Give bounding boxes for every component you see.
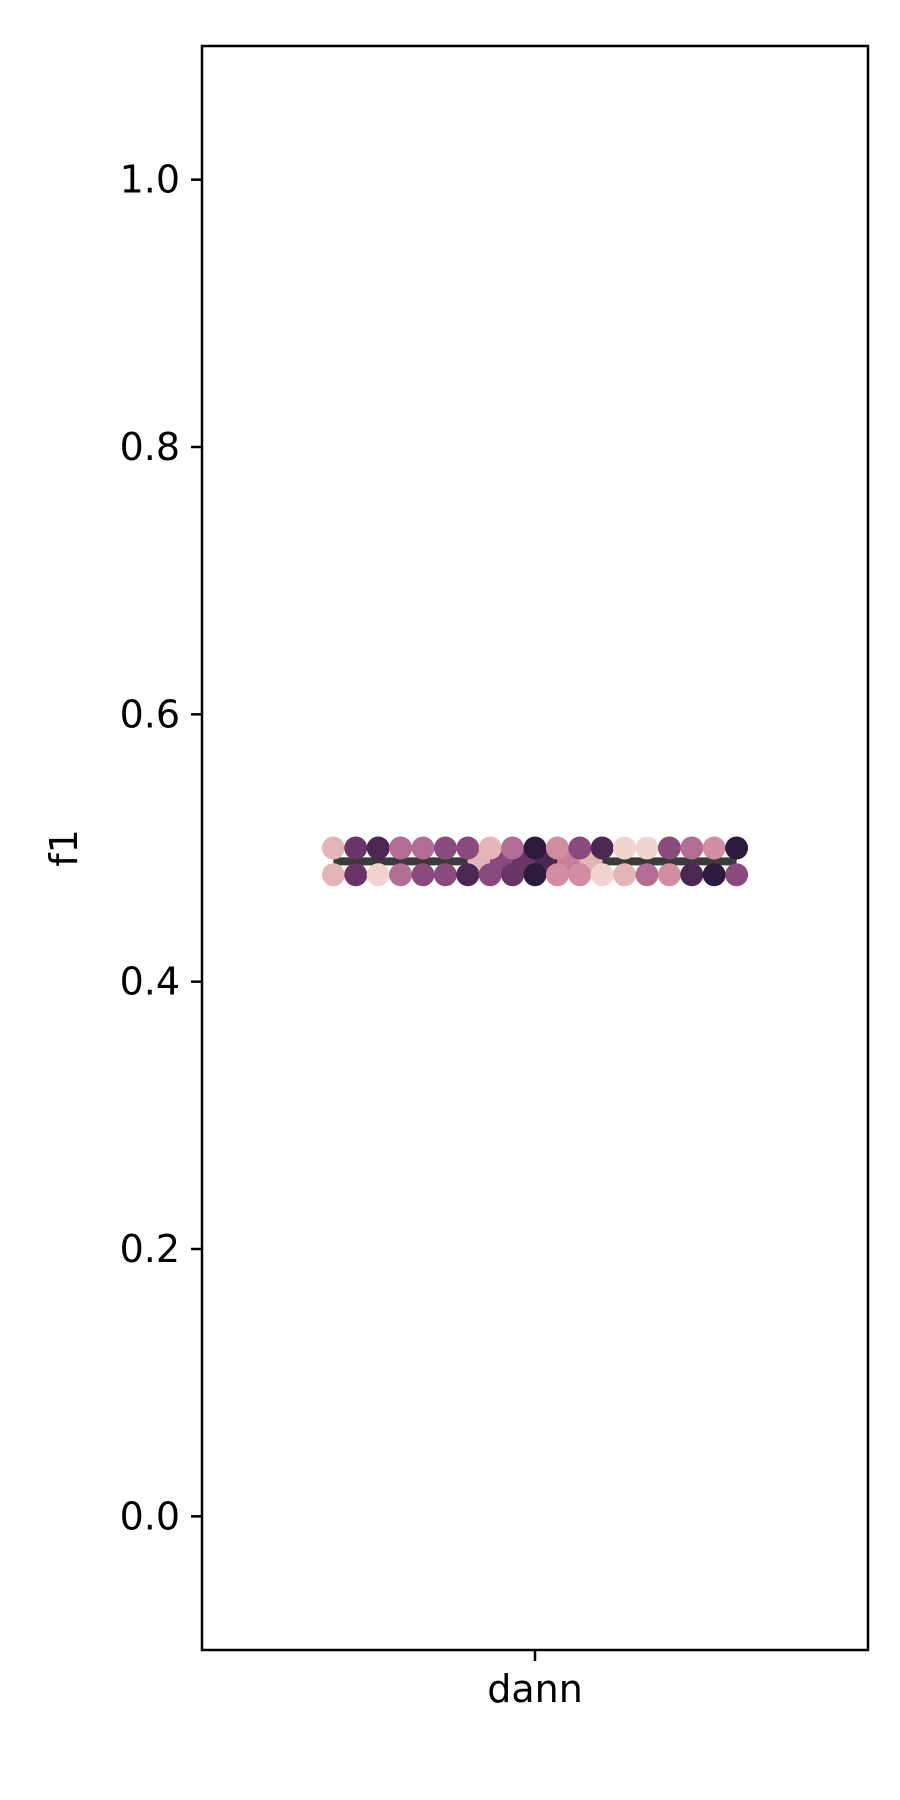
data-point (366, 836, 390, 860)
data-point (389, 863, 413, 887)
data-point (725, 863, 749, 887)
data-point (590, 863, 614, 887)
data-point (321, 863, 345, 887)
data-point (523, 863, 547, 887)
data-point (545, 863, 569, 887)
data-point (501, 836, 525, 860)
data-point (725, 836, 749, 860)
data-point (478, 863, 502, 887)
data-point (568, 836, 592, 860)
y-tick-label: 0.8 (120, 425, 180, 469)
data-point (635, 836, 659, 860)
data-point (478, 836, 502, 860)
x-tick-label: dann (487, 1667, 583, 1711)
x-axis: dann (487, 1650, 583, 1711)
data-point (702, 863, 726, 887)
data-point (657, 863, 681, 887)
data-point (456, 863, 480, 887)
data-point (433, 836, 457, 860)
data-point (523, 836, 547, 860)
y-tick-label: 0.2 (120, 1227, 180, 1271)
data-point (613, 863, 637, 887)
data-point (411, 836, 435, 860)
y-axis: 0.0 0.2 0.4 0.6 0.8 1.0 (120, 158, 202, 1538)
data-point (411, 863, 435, 887)
data-points (321, 836, 749, 887)
data-point (613, 836, 637, 860)
y-tick-label: 0.4 (120, 960, 180, 1004)
data-point (590, 836, 614, 860)
data-point (321, 836, 345, 860)
y-axis-label: f1 (42, 829, 86, 867)
y-tick-label: 0.6 (120, 692, 180, 736)
data-point (680, 863, 704, 887)
data-point (344, 836, 368, 860)
data-point (456, 836, 480, 860)
data-point (433, 863, 457, 887)
data-point (389, 836, 413, 860)
data-point (657, 836, 681, 860)
data-point (702, 836, 726, 860)
data-point (635, 863, 659, 887)
y-tick-label: 0.0 (120, 1494, 180, 1538)
y-tick-label: 1.0 (120, 158, 180, 202)
data-point (366, 863, 390, 887)
data-point (680, 836, 704, 860)
data-point (501, 863, 525, 887)
data-point (545, 836, 569, 860)
data-point (568, 863, 592, 887)
data-point (344, 863, 368, 887)
